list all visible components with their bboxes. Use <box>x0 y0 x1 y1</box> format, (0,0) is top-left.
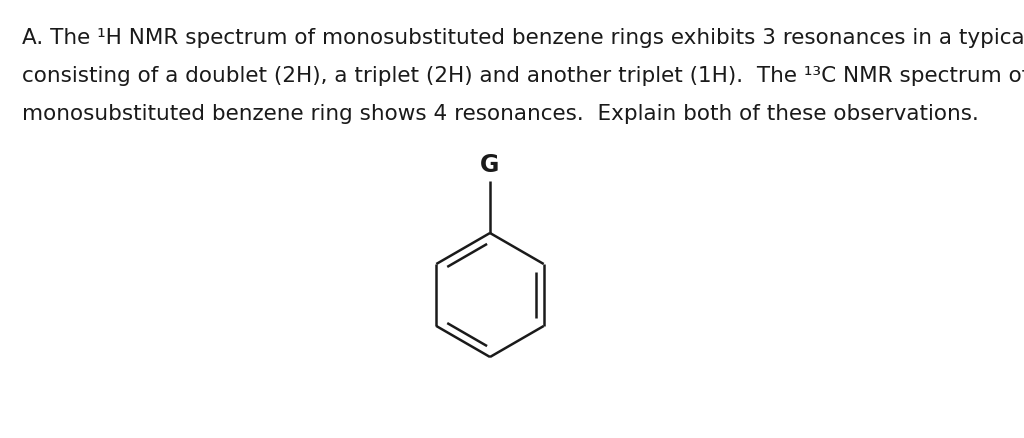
Text: G: G <box>480 153 500 177</box>
Text: A. The ¹H NMR spectrum of monosubstituted benzene rings exhibits 3 resonances in: A. The ¹H NMR spectrum of monosubstitute… <box>22 28 1024 48</box>
Text: monosubstituted benzene ring shows 4 resonances.  Explain both of these observat: monosubstituted benzene ring shows 4 res… <box>22 104 979 124</box>
Text: consisting of a doublet (2H), a triplet (2H) and another triplet (1H).  The ¹³C : consisting of a doublet (2H), a triplet … <box>22 66 1024 86</box>
